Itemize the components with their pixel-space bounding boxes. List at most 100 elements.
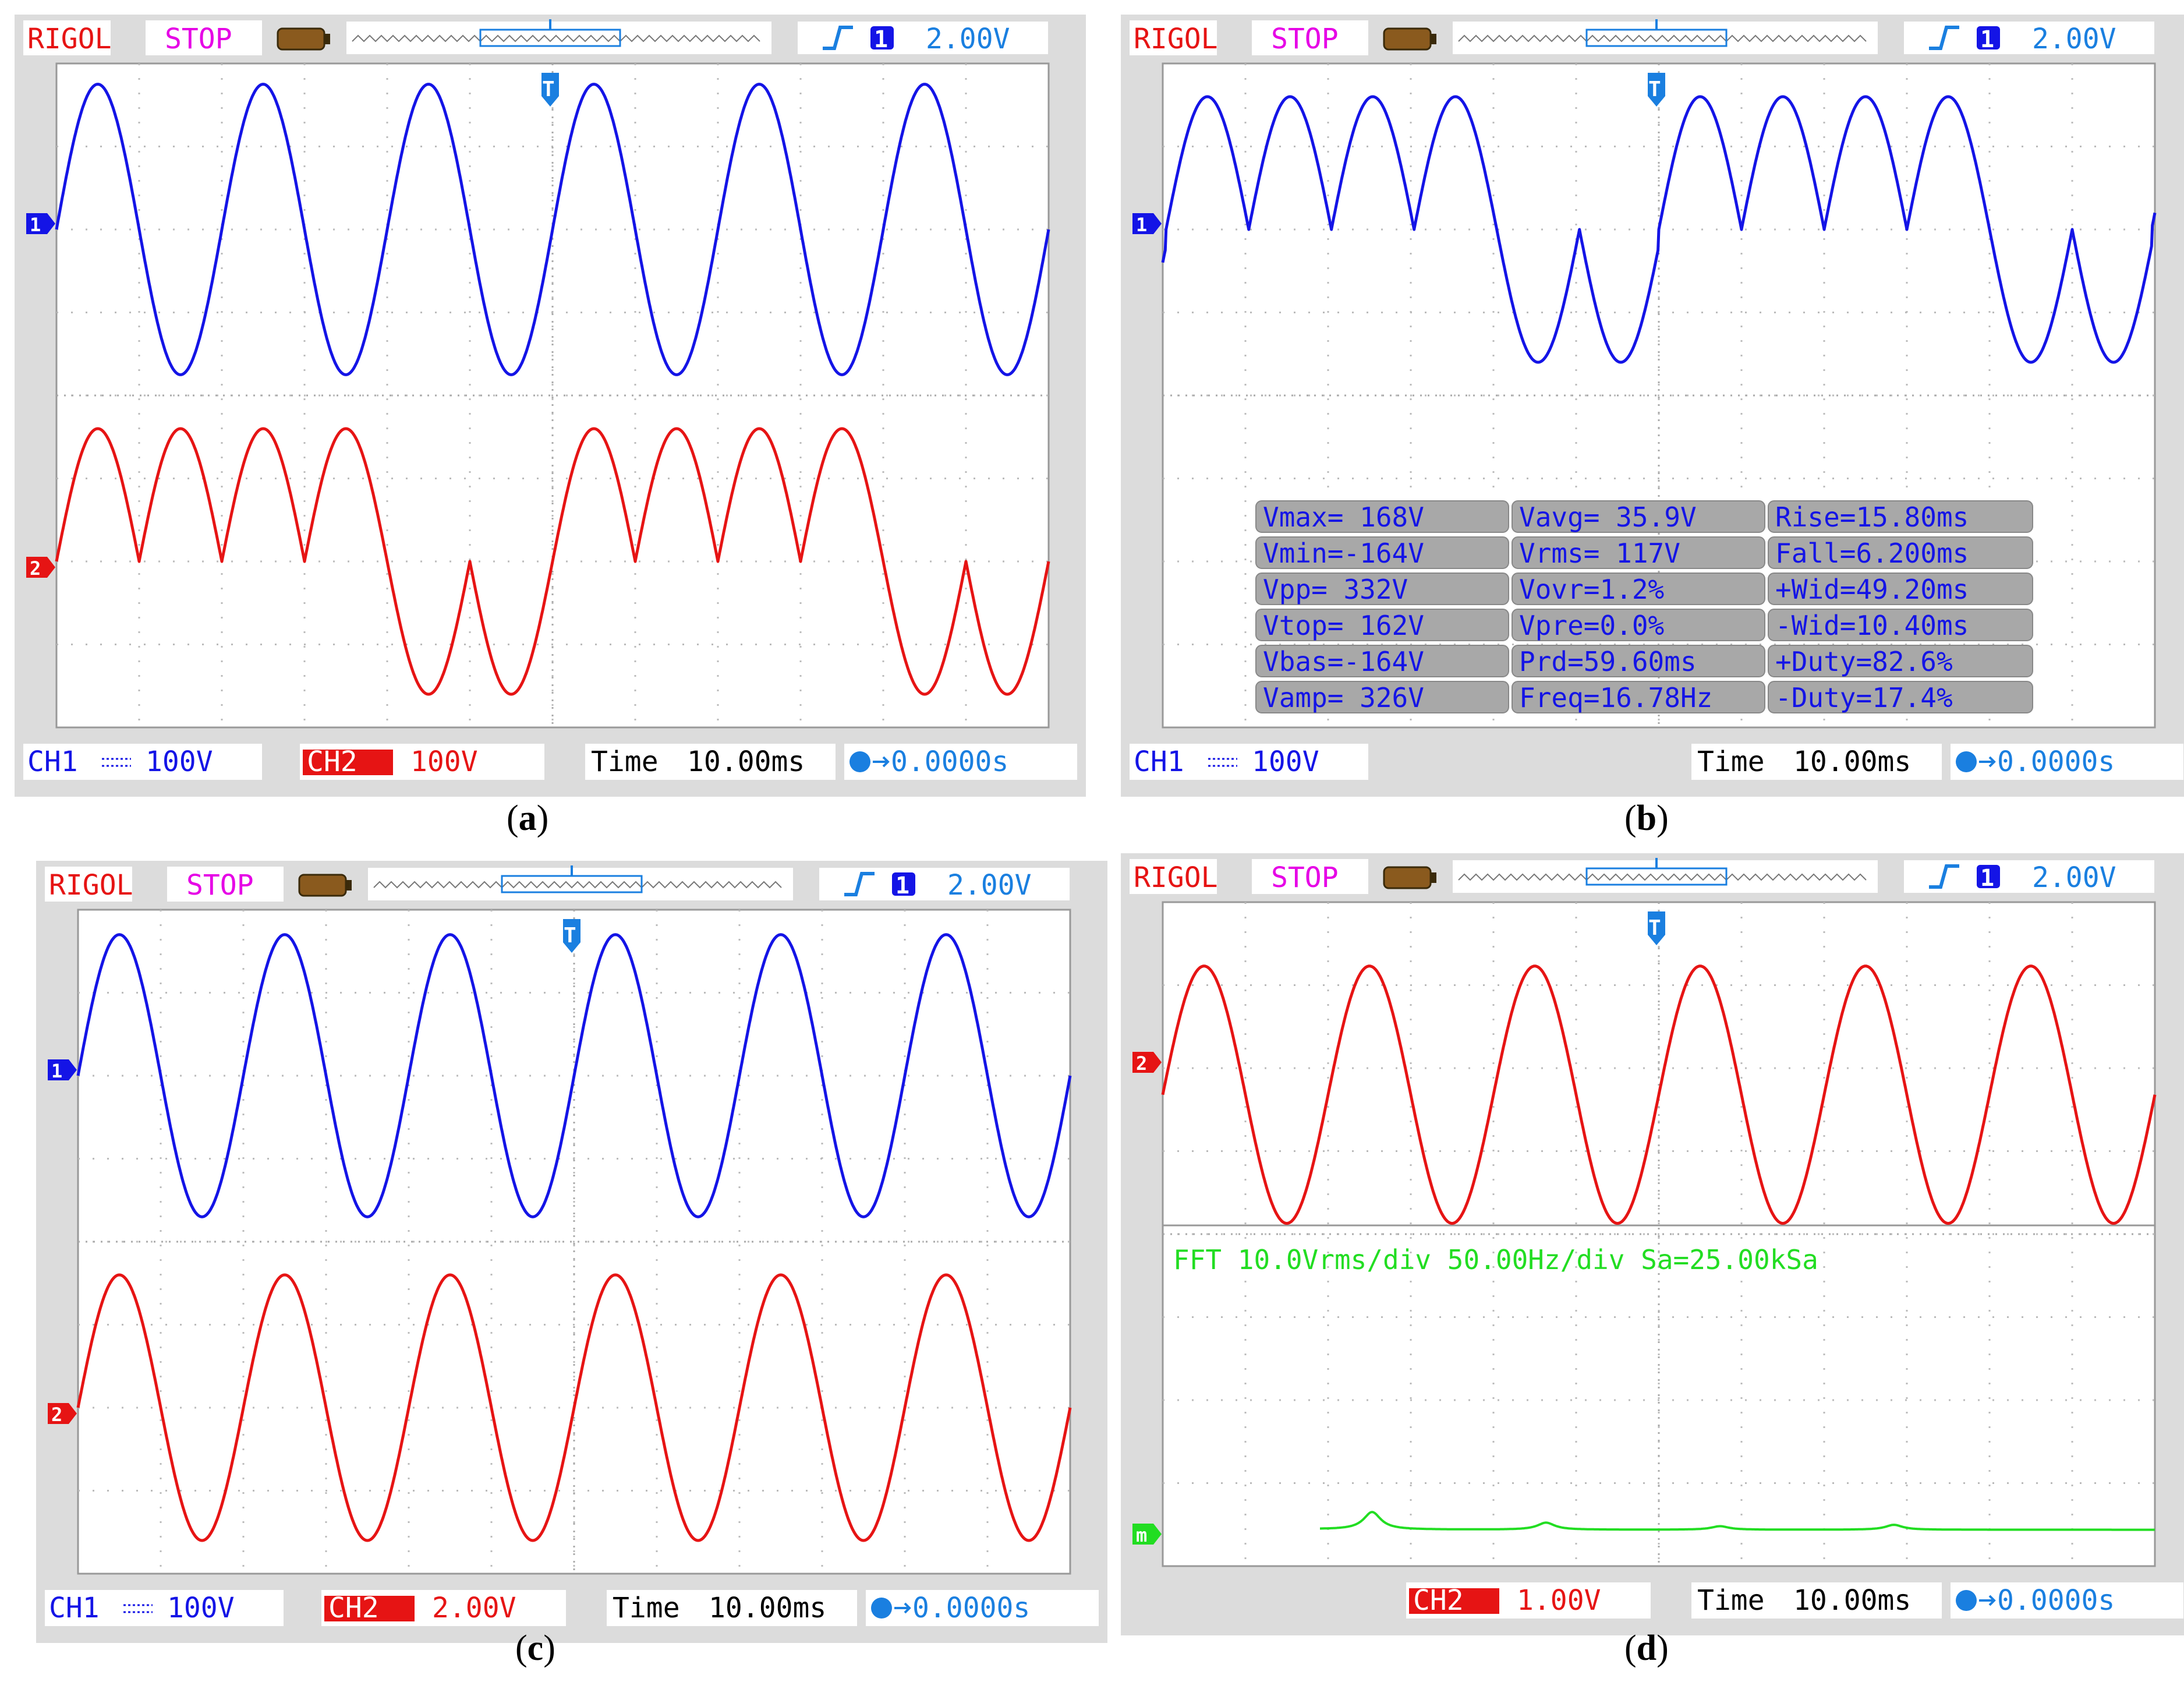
- measurement-value: Freq=16.78Hz: [1519, 682, 1712, 713]
- battery-icon: [298, 874, 352, 897]
- status-box[interactable]: [167, 867, 284, 902]
- measurement-table: Vmax= 168V Vavg= 35.9V Rise=15.80ms Vmin=-1…: [1255, 500, 2033, 713]
- channel-marker-label: 1: [51, 1060, 62, 1082]
- caption-letter: a: [518, 798, 537, 838]
- edge-path: [1929, 864, 1959, 889]
- ch1-box[interactable]: [45, 1590, 284, 1626]
- edge-path: [1929, 26, 1959, 50]
- offset-icon-circle: [871, 1598, 892, 1619]
- time-label: Time: [613, 1592, 680, 1624]
- edge-trigger-icon: [844, 872, 875, 896]
- ch1-scale: 100V: [1252, 745, 1319, 778]
- channel-marker-label: m: [1136, 1524, 1147, 1546]
- brand-box: [1130, 859, 1217, 894]
- measurement-value: Fall=6.200ms: [1775, 538, 1969, 569]
- brand-box: [1130, 20, 1217, 55]
- battery-tip: [1431, 34, 1436, 44]
- timebase-box[interactable]: [585, 744, 836, 780]
- timebase-box[interactable]: [1691, 1582, 1942, 1619]
- brand-label: RIGOL: [27, 23, 112, 55]
- trigger-marker-shape: [1648, 911, 1665, 945]
- memory-waveform: [373, 881, 782, 889]
- channel-marker-icon: [1132, 1524, 1162, 1545]
- measurement-value: -Duty=17.4%: [1775, 682, 1953, 713]
- trigger-position-icon: T: [1648, 911, 1665, 945]
- measurement-cell: [1255, 645, 1509, 677]
- ch1-marker: 1: [1132, 213, 1162, 236]
- measurement-cell: [1255, 609, 1509, 641]
- battery-body: [277, 27, 325, 51]
- measurement-cell: [1512, 573, 1765, 605]
- trace-ch2: [76, 1273, 1072, 1542]
- ch2-highlight: [303, 750, 393, 775]
- channel-marker-icon: [48, 1059, 77, 1080]
- ch2-label: CH2: [307, 745, 357, 778]
- ch1-marker: 1: [48, 1059, 77, 1082]
- status-box[interactable]: [146, 20, 262, 55]
- offset-icon-arrow: [894, 1602, 911, 1614]
- caption-b: (b): [1624, 798, 1669, 838]
- measurement-value: Vbas=-164V: [1263, 646, 1424, 677]
- measurement-value: Vmax= 168V: [1263, 501, 1424, 533]
- battery-body: [298, 874, 347, 897]
- brand-box: [45, 867, 132, 902]
- ch1-label: CH1: [1134, 745, 1184, 778]
- trigger-offset-icon: [849, 751, 890, 772]
- status-box[interactable]: [1252, 20, 1368, 55]
- ch2-marker: 2: [26, 557, 55, 579]
- battery-tip: [324, 34, 330, 44]
- trigger-offset: 0.0000s: [912, 1592, 1030, 1624]
- caption-letter: b: [1636, 798, 1657, 838]
- scope-screen-d: RIGOL STOP 1 2.00V T 2 m FFT 10.0Vrms/div 50.00…: [1130, 858, 2183, 1619]
- measurement-value: Vavg= 35.9V: [1519, 501, 1697, 533]
- brand-label: RIGOL: [1134, 23, 1218, 55]
- measurement-cell: [1255, 681, 1509, 713]
- dc-coupling-icon: [102, 758, 131, 767]
- measurement-value: +Wid=49.20ms: [1775, 574, 1969, 605]
- measurement-cell: [1512, 609, 1765, 641]
- trigger-offset: 0.0000s: [1997, 1584, 2115, 1617]
- timebase-box[interactable]: [607, 1590, 857, 1626]
- oscilloscope-panel-b: RIGOL STOP 1 2.00V T 1 Vmax= 168V Vavg= 35.9V Ri…: [1121, 15, 2184, 797]
- offset-icon-arrow: [1979, 1595, 1996, 1606]
- measurement-value: Vrms= 117V: [1519, 538, 1680, 569]
- ch1-box[interactable]: [1130, 744, 1368, 780]
- trigger-level: 2.00V: [2032, 23, 2116, 55]
- ch2-scale: 1.00V: [1517, 1584, 1601, 1617]
- trigger-source: 1: [1980, 865, 1994, 892]
- ch1-box[interactable]: [23, 744, 262, 780]
- offset-icon-circle: [1956, 751, 1977, 772]
- trigger-source-badge: [870, 26, 894, 50]
- edge-trigger-icon: [1929, 864, 1959, 889]
- brand-label: RIGOL: [49, 869, 133, 902]
- offset-icon-arrow: [873, 756, 890, 768]
- status-box[interactable]: [1252, 859, 1368, 894]
- ch2-marker: 2: [48, 1403, 77, 1426]
- trigger-source: 1: [1980, 26, 1994, 53]
- channel-marker-label: 1: [30, 214, 41, 236]
- trigger-marker-shape: [541, 73, 559, 107]
- dc-coupling-icon: [1208, 758, 1237, 767]
- trace-ch1: [55, 83, 1050, 376]
- channel-marker-label: 1: [1136, 214, 1147, 236]
- ch2-marker: 2: [1132, 1052, 1162, 1075]
- trigger-level: 2.00V: [926, 23, 1010, 55]
- graticule: [1163, 902, 2155, 1566]
- trace-ch2: [1161, 964, 2157, 1225]
- measurement-cell: [1255, 573, 1509, 605]
- trigger-offset-icon: [871, 1598, 911, 1619]
- measurement-cell: [1512, 536, 1765, 569]
- edge-trigger-icon: [823, 26, 853, 50]
- battery-icon: [1383, 866, 1436, 889]
- run-status: STOP: [1271, 23, 1339, 55]
- time-value: 10.00ms: [1793, 745, 1911, 778]
- timebase-box[interactable]: [1691, 744, 1942, 780]
- battery-icon: [1383, 27, 1436, 51]
- trigger-source-badge: [892, 872, 915, 896]
- measurement-value: Vamp= 326V: [1263, 682, 1424, 713]
- trigger-marker-letter: T: [564, 924, 576, 948]
- channel-marker-icon: [26, 213, 55, 234]
- trace-ch1: [76, 933, 1072, 1218]
- measurement-cell: [1768, 500, 2033, 533]
- edge-path: [844, 872, 875, 896]
